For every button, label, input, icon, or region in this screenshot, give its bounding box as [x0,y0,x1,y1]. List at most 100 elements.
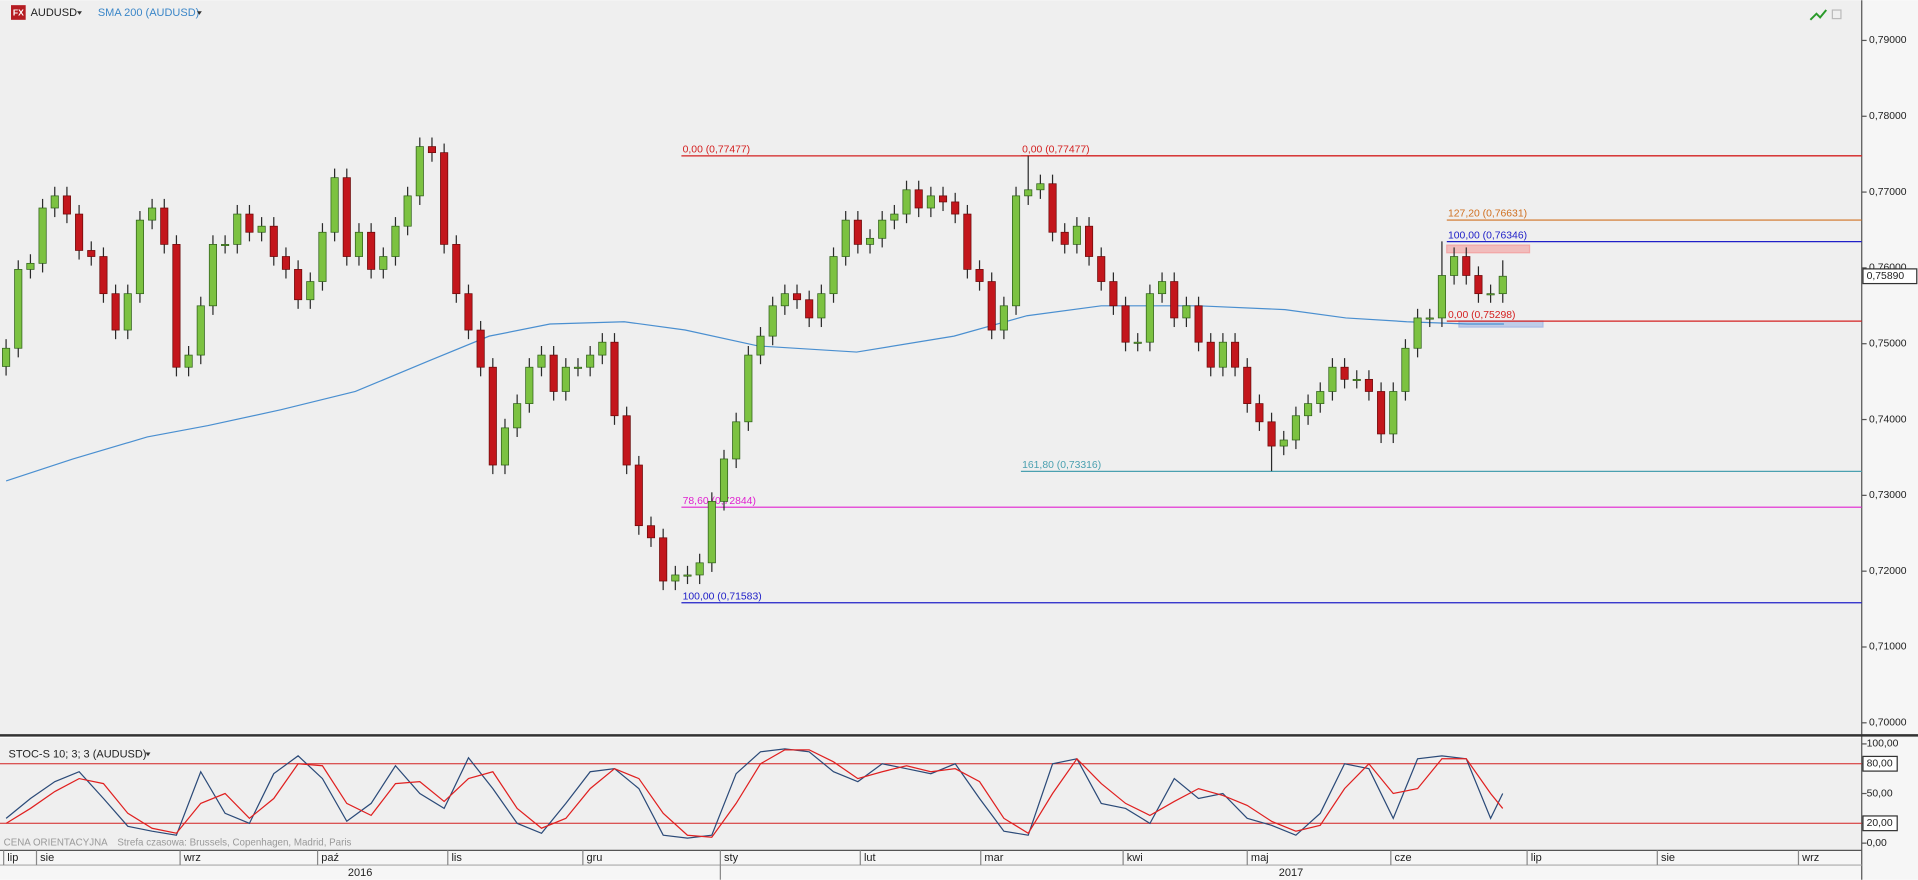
candle-body [987,281,996,331]
candle-body [573,366,583,369]
candle-body [367,231,376,270]
candle-body [829,256,838,295]
candle-body [780,293,789,307]
stoch-title[interactable]: STOC-S 10; 3; 3 (AUDUSD) [9,748,147,760]
candle-body [38,207,47,264]
fib-label: 161,80 (0,73316) [1022,460,1101,471]
x-tick-label: sie [40,852,54,864]
candle-body [306,281,315,301]
candle-body [1072,225,1081,245]
candle-body [1328,366,1337,392]
candle-body [1486,293,1495,296]
fib-label: 100,00 (0,76346) [1448,230,1527,241]
candle-body [1218,341,1227,368]
dropdown-arrow[interactable] [145,752,151,757]
toolbar: FX AUDUSD SMA 200 (AUDUSD) [11,5,1842,21]
candle-body [817,293,826,319]
stoch-background [0,737,1862,851]
candle-body [1194,305,1203,343]
symbol-selector[interactable]: AUDUSD [31,7,78,19]
candle-body [841,219,850,257]
candle-body [1401,347,1410,392]
candle-body [233,213,242,245]
candle-body [975,269,984,282]
x-tick-label: lut [864,852,876,864]
candle-body [1036,183,1045,191]
candle-body [1352,378,1361,381]
candle-body [902,189,911,215]
y-tick-box [1862,755,1898,772]
candle-body [1437,275,1446,319]
candle-body [440,152,449,245]
candle-body [269,225,278,257]
candle-body [135,219,144,295]
candle-body [1243,366,1252,404]
zone [1446,244,1531,254]
candle-body [622,415,631,466]
candle-body [1231,341,1240,368]
candle-body [756,335,765,356]
candle-body [1364,378,1373,392]
candle-body [318,231,327,282]
candle-body [695,562,704,576]
y-tick-label: 80,00 [1867,759,1893,770]
y-tick-label: 0,70000 [1869,718,1907,729]
dropdown-arrow[interactable] [77,11,82,15]
candle-body [1170,281,1179,319]
candle-body [257,225,266,233]
candle-body [707,501,716,564]
candle-body [281,256,290,270]
candle-body [1377,391,1386,435]
candle-body [1267,421,1276,447]
candle-body [75,213,84,251]
dropdown-arrow[interactable] [196,11,202,15]
candle-body [123,293,132,331]
candle-body [1450,256,1459,276]
y-tick-label: 0,76000 [1869,263,1907,274]
candle-body [403,195,412,227]
y-tick-label: 0,73000 [1869,490,1907,501]
candle-body [1158,281,1167,295]
y-tick-label: 0,79000 [1869,35,1907,46]
candle-body [148,207,157,221]
candle-body [379,256,388,270]
candle-body [634,464,643,527]
candle-body [598,341,607,356]
indicator-selector[interactable]: SMA 200 (AUDUSD) [98,7,199,19]
x-tick-label: gru [587,852,603,864]
candle-body [1048,183,1057,233]
x-tick-label: mar [984,852,1003,864]
fib-label: 0,00 (0,77477) [1022,145,1090,156]
candle-body [391,225,400,257]
last-price-box [1862,268,1918,285]
candle-body [14,269,23,349]
candle-body [111,293,120,331]
candle-body [951,201,960,215]
fib-label: 0,00 (0,75298) [1448,310,1516,321]
candle-body [26,262,35,270]
candle-body [768,305,777,337]
candle-body [2,347,11,367]
candle-body [354,231,363,257]
candle-body [99,256,108,295]
candle-body [1389,391,1398,435]
candle-body [1060,231,1069,245]
candle-body [245,213,254,233]
candle-body [427,146,437,154]
window-icon[interactable] [1831,9,1842,20]
candle-body [853,219,862,245]
candle-body [196,305,205,356]
candle-body [914,189,923,209]
candle-body [62,195,71,215]
x-tick-label: lip [1531,852,1542,864]
candle-body [1413,317,1422,349]
candle-body [1498,275,1507,295]
candle-body [744,354,753,423]
x-tick-label: wrz [183,852,201,864]
candle-body [963,213,972,270]
x-tick-label: maj [1251,852,1269,864]
trend-icon[interactable] [1809,9,1828,21]
stoch-line [5,748,1504,839]
